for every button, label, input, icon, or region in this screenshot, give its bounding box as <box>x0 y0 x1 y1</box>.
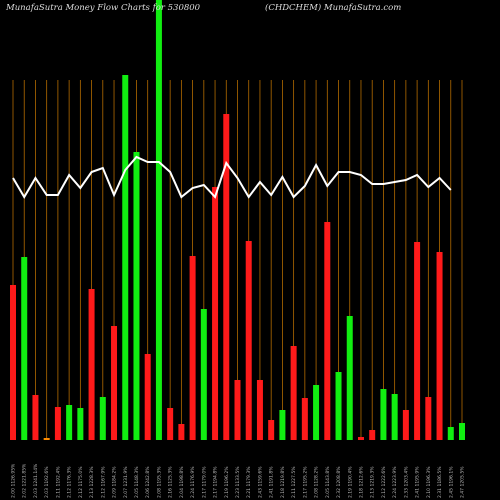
bar <box>111 326 118 440</box>
x-tick-label: 2.16 1125.3% <box>168 466 174 498</box>
x-tick-label: 2.12 1175.0% <box>78 466 84 498</box>
x-tick-label: 2.19 1190.4% <box>347 466 353 498</box>
x-tick-label: 2.33 1203.4% <box>403 466 409 498</box>
x-tick-label: 2.02 1221.85% <box>22 463 28 498</box>
x-tick-label: 2.31 1186.5% <box>437 466 443 498</box>
bar <box>21 257 28 440</box>
bar <box>88 289 95 440</box>
bar <box>144 354 151 440</box>
x-tick-label: 2.00 1126.95% <box>11 463 17 498</box>
plot: 2.00 1126.95% 2.02 1221.85% 2.03 1241.14% 2… <box>10 0 466 498</box>
x-tick-label: 2.17 1194.8% <box>213 466 219 498</box>
x-tick-label: 2.18 1212.6% <box>358 466 364 498</box>
x-tick-label: 2.47 1205.5% <box>460 466 466 498</box>
bar <box>43 438 50 440</box>
price-line <box>12 155 452 199</box>
bar <box>324 222 331 440</box>
x-tick-label: 2.32 1208.8% <box>336 466 342 498</box>
bar <box>99 397 106 440</box>
bar <box>335 372 342 440</box>
bar <box>122 75 129 440</box>
bar <box>223 114 230 440</box>
bar <box>301 398 308 440</box>
bar <box>200 309 207 440</box>
x-tick-label: 2.04 1198.8% <box>179 466 185 498</box>
bar <box>268 420 275 440</box>
bar <box>256 380 263 440</box>
x-tick-label: 2.10 1196.3% <box>426 466 432 498</box>
bar <box>369 430 376 440</box>
bar <box>54 407 61 440</box>
x-tick-label: 2.23 1133.5% <box>235 466 241 498</box>
x-tick-label: 2.06 1242.8% <box>145 466 151 498</box>
x-tick-label: 2.08 1128.2% <box>314 466 320 498</box>
x-tick-label: 2.03 1192.6% <box>44 466 50 498</box>
x-tick-label: 2.17 1195.2% <box>302 466 308 498</box>
x-tick-label: 2.41 1195.9% <box>415 466 421 498</box>
bar <box>167 408 174 440</box>
bar <box>414 242 421 440</box>
x-tick-label: 2.12 1176.3% <box>67 466 73 498</box>
x-tick-label: 2.18 1219.8% <box>280 466 286 498</box>
bar <box>346 316 353 440</box>
bar <box>425 397 432 440</box>
bar <box>447 427 454 440</box>
bar <box>313 385 320 440</box>
x-tick-label: 2.03 1241.14% <box>33 463 39 498</box>
x-tick-label: 2.12 1167.9% <box>100 466 106 498</box>
x-tick-label: 2.11 1192.4% <box>55 466 61 498</box>
bar <box>234 380 241 440</box>
bar <box>380 389 387 440</box>
bar <box>66 405 73 440</box>
x-tick-label: 2.17 1179.0% <box>201 466 207 498</box>
x-tick-label: 2.41 1191.8% <box>269 466 275 498</box>
bar <box>290 346 297 440</box>
x-tick-label: 2.07 1231.9% <box>123 466 129 498</box>
bar <box>155 0 162 440</box>
bar <box>189 256 196 440</box>
bar <box>32 395 39 440</box>
x-tick-label: 2.24 1176.9% <box>190 466 196 498</box>
x-tick-label: 2.24 1223.9% <box>392 466 398 498</box>
chart-subtitle: (CHDCHEM) MunafaSutra.com <box>265 2 401 13</box>
x-tick-label: 2.43 1159.6% <box>257 466 263 498</box>
x-tick-label: 2.21 1179.3% <box>246 466 252 498</box>
bar <box>10 285 16 440</box>
bar <box>459 423 465 440</box>
bar <box>245 241 252 440</box>
bar <box>391 394 398 440</box>
x-tick-label: 2.08 1195.3% <box>156 466 162 498</box>
bar <box>133 152 140 440</box>
x-tick-label: 2.09 1184.2% <box>112 466 118 498</box>
x-tick-label: 2.05 1148.3% <box>134 466 140 498</box>
x-tick-label: 2.45 1196.1% <box>448 466 454 498</box>
bar <box>436 252 443 440</box>
x-tick-label: 2.11 1227.5% <box>291 466 297 498</box>
bar <box>77 408 84 440</box>
x-tick-label: 2.05 1143.8% <box>325 466 331 498</box>
bar <box>402 410 409 440</box>
bar <box>357 437 364 440</box>
bar <box>212 187 219 440</box>
x-tick-label: 2.13 1228.3% <box>89 466 95 498</box>
x-tick-label: 2.13 1219.3% <box>370 466 376 498</box>
bar <box>279 410 286 440</box>
bar <box>178 424 185 440</box>
x-tick-label: 2.12 1222.6% <box>381 466 387 498</box>
chart-title: MunafaSutra Money Flow Charts for 530800 <box>5 3 201 13</box>
x-tick-label: 2.19 1196.2% <box>224 466 230 498</box>
